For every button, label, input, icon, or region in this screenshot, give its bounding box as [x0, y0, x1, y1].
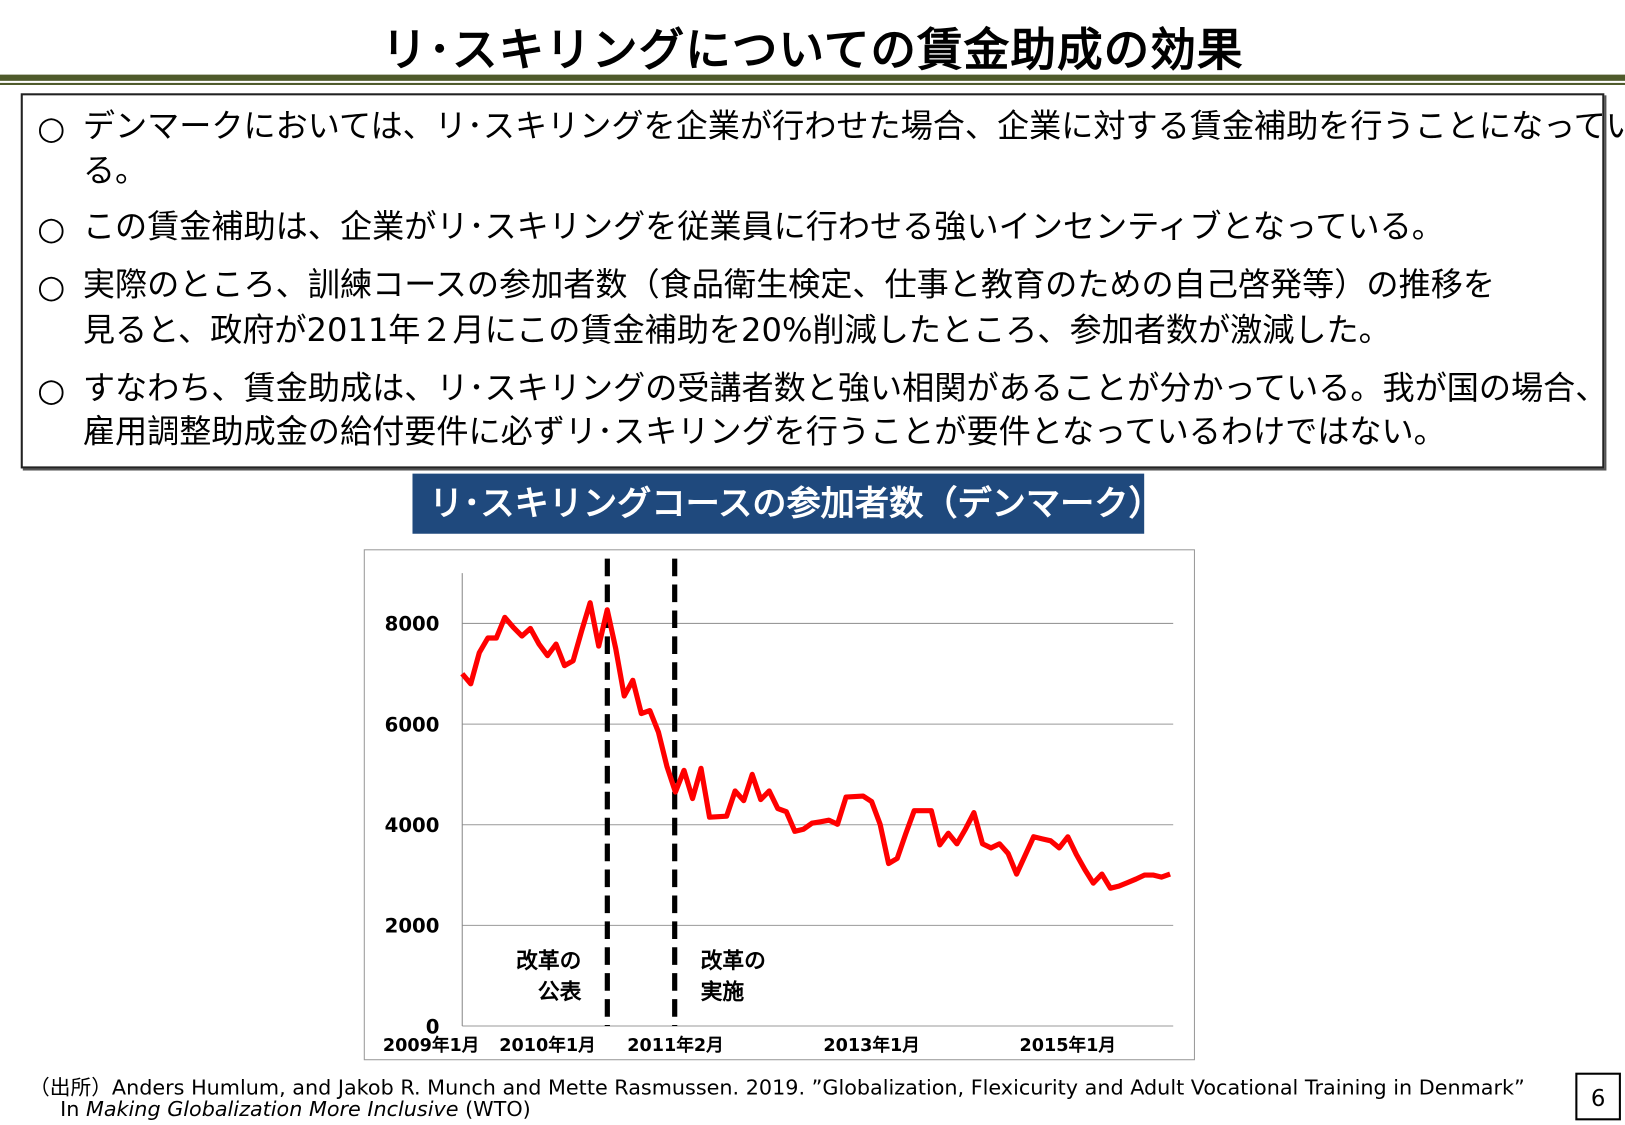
data-line [460, 600, 1171, 891]
source-line: （出所）Anders Humlum, and Jakob R. Munch an… [29, 1071, 1525, 1101]
bullet-text: 見ると、政府が2011年２月にこの賃金補助を20%削減したところ、参加者数が激減… [82, 311, 1391, 350]
source-text: (WTO) [458, 1096, 531, 1122]
x-tick-label: 2010年1月 [499, 1035, 595, 1056]
bullet-mark: ○ [37, 210, 66, 248]
y-tick-label: 2000 [385, 915, 440, 938]
annotation: 公表 [538, 980, 582, 1005]
source-text: （出所）Anders Humlum, and Jakob R. Munch an… [29, 1074, 1525, 1100]
title-rule [0, 82, 1625, 85]
bullet-text: 雇用調整助成金の給付要件に必ずリ･スキリングを行うことが要件となっているわけでは… [82, 413, 1446, 451]
page-number: 6 [1575, 1072, 1621, 1121]
x-tick-label: 2011年2月 [627, 1035, 723, 1056]
y-tick-label: 4000 [385, 814, 440, 837]
bullet-text: 実際のところ、訓練コースの参加者数（食品衛生検定、仕事と教育のための自己啓発等）… [82, 266, 1495, 304]
annotation: 実施 [701, 979, 745, 1005]
bullet-text: すなわち、賃金助成は、リ･スキリングの受講者数と強い相関があることが分かっている… [82, 369, 1608, 408]
bullet-mark: ○ [37, 268, 66, 306]
bullet-text: デンマークにおいては、リ･スキリングを企業が行わせた場合、企業に対する賃金補助を… [82, 107, 1625, 146]
bullet-mark: ○ [37, 372, 66, 410]
source-text: In [60, 1096, 86, 1122]
bullet-text: る。 [82, 152, 148, 190]
chart-title: リ･スキリングコースの参加者数（デンマーク） [412, 473, 1163, 534]
chart: 0 2000 4000 6000 8000 2009年1月 2010年1月 2011年2月 20… [363, 549, 1195, 1061]
source-text: Making Globalization More Inclusive [85, 1096, 459, 1122]
y-tick-label: 6000 [385, 713, 440, 736]
slide-title: リ･スキリングについての賃金助成の効果 [381, 23, 1244, 77]
bullet-text: この賃金補助は、企業がリ･スキリングを従業員に行わせる強いインセンティブとなって… [82, 208, 1444, 246]
bullet-box [20, 93, 1605, 469]
source-line: In Making Globalization More Inclusive (… [60, 1097, 531, 1122]
bullet-mark: ○ [37, 109, 66, 148]
x-tick-label: 2009年1月 [383, 1035, 479, 1056]
annotation: 改革の [701, 948, 766, 974]
y-tick-label: 8000 [385, 613, 440, 636]
x-tick-label: 2013年1月 [823, 1035, 919, 1056]
title-rule [0, 74, 1625, 81]
annotation: 改革の [516, 948, 581, 974]
x-tick-label: 2015年1月 [1020, 1035, 1116, 1056]
y-tick-label: 0 [426, 1015, 440, 1038]
